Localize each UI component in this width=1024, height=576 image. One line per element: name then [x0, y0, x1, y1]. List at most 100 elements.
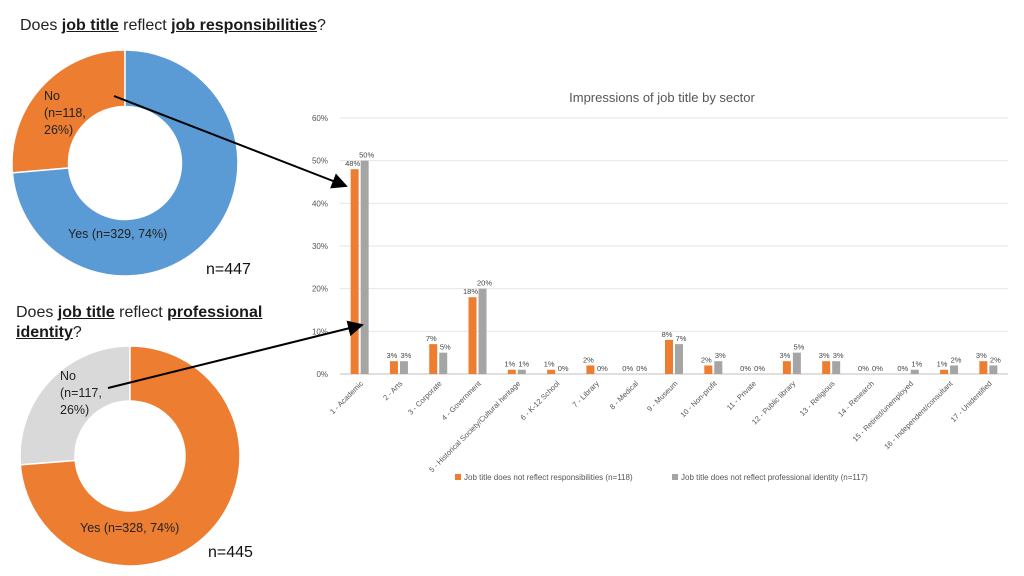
bar-series-2 — [399, 361, 408, 374]
bar-series-2 — [950, 365, 959, 374]
question-2-term-professional-identity: professional identity — [16, 304, 263, 341]
bar-series-2 — [517, 369, 526, 374]
question-1-term-responsibilities: job responsibilities — [171, 17, 317, 34]
donut-2-no-line-2: (n=117, — [60, 386, 102, 400]
data-label: 50% — [359, 151, 374, 160]
data-label: 0% — [740, 364, 751, 373]
legend-swatch-1 — [455, 474, 461, 480]
data-label: 0% — [558, 364, 569, 373]
donut-1-yes-label: Yes (n=329, 74%) — [68, 227, 168, 241]
bar-series-2 — [478, 288, 487, 374]
data-label: 1% — [544, 360, 555, 369]
data-label: 2% — [701, 355, 712, 364]
data-label: 7% — [426, 334, 437, 343]
data-label: 2% — [951, 355, 962, 364]
donut-2-no-line-3: 26%) — [60, 403, 90, 417]
bar-series-2 — [714, 361, 723, 374]
y-tick-label: 0% — [316, 370, 328, 379]
question-2-term-job-title: job title — [57, 304, 115, 321]
bar-series-1 — [782, 361, 791, 374]
legend-label-2: Job title does not reflect professional … — [681, 473, 868, 482]
category-label: 1 - Academic — [328, 379, 365, 416]
data-label: 5% — [793, 343, 804, 352]
bar-series-1 — [822, 361, 831, 374]
bar-chart-impressions-by-sector: Impressions of job title by sector 0% 10% 2… — [312, 90, 1008, 482]
donut-1-no-line-1: No — [44, 89, 60, 103]
bar-series-2 — [910, 369, 919, 374]
question-2-suffix: ? — [72, 324, 82, 341]
bar-series-1 — [979, 361, 988, 374]
category-label: 14 - Research — [836, 379, 876, 419]
data-label: 0% — [636, 364, 647, 373]
bar-series-2 — [360, 160, 369, 374]
category-label: 2 - Arts — [381, 379, 404, 402]
category-label: 11 - Private — [725, 379, 758, 412]
data-label: 0% — [622, 364, 633, 373]
bar-series-2 — [989, 365, 998, 374]
legend-swatch-2 — [672, 474, 678, 480]
data-label: 1% — [518, 360, 529, 369]
data-label: 3% — [401, 351, 412, 360]
data-label: 0% — [897, 364, 908, 373]
y-tick-label: 60% — [312, 114, 328, 123]
donut-2-n-label: n=445 — [208, 544, 253, 561]
data-label: 2% — [583, 355, 594, 364]
bar-series-1 — [704, 365, 713, 374]
question-2-middle: reflect — [114, 304, 168, 321]
donut-1-no-line-2: (n=118, — [44, 106, 86, 120]
category-label: 10 - Non-profit — [678, 378, 719, 419]
data-label: 3% — [715, 351, 726, 360]
category-label: 3 - Corporate — [406, 379, 444, 417]
category-label: 6 - K-12 School — [519, 379, 562, 422]
question-1-title: Does job title reflect job responsibilit… — [20, 16, 326, 36]
bar-series-1 — [429, 344, 438, 374]
data-label: 1% — [937, 360, 948, 369]
donut-2-slice-yes — [19, 345, 241, 567]
data-label: 1% — [911, 360, 922, 369]
category-label: 9 - Museum — [645, 379, 679, 413]
data-label: 0% — [872, 364, 883, 373]
y-tick-label: 30% — [312, 242, 328, 251]
question-2-title: Does job title reflect professional iden… — [16, 303, 286, 343]
category-label: 16 - Independent/consultant — [882, 378, 955, 451]
bar-series-1 — [547, 369, 556, 374]
bar-series-2 — [439, 352, 448, 374]
data-label: 0% — [858, 364, 869, 373]
bar-chart-title: Impressions of job title by sector — [569, 90, 755, 105]
y-tick-label: 20% — [312, 285, 328, 294]
bar-series-1 — [665, 339, 673, 374]
question-1-middle: reflect — [118, 17, 172, 34]
data-label: 3% — [387, 351, 398, 360]
data-label: 48% — [345, 159, 360, 168]
donut-chart-responsibilities — [11, 49, 239, 277]
data-label: 1% — [504, 360, 515, 369]
data-label: 20% — [477, 279, 492, 288]
data-label: 18% — [463, 287, 478, 296]
bar-series-1 — [468, 297, 477, 374]
question-1-suffix: ? — [316, 17, 326, 34]
donut-1-slice-no — [11, 49, 126, 174]
data-label: 3% — [833, 351, 844, 360]
category-label: 4 - Government — [440, 378, 484, 422]
bar-series-1 — [940, 369, 949, 374]
bar-series-1 — [507, 369, 516, 374]
bar-series-1 — [350, 169, 359, 374]
donut-1-no-line-3: 26%) — [44, 123, 74, 137]
bar-series-2 — [675, 344, 683, 374]
data-label: 2% — [990, 355, 1001, 364]
data-label: 0% — [597, 364, 608, 373]
data-label: 8% — [662, 330, 673, 339]
data-label: 7% — [676, 334, 687, 343]
data-label: 3% — [779, 351, 790, 360]
category-label: 13 - Religious — [798, 379, 837, 418]
bar-series-1 — [586, 365, 595, 374]
donut-1-n-label: n=447 — [206, 261, 251, 278]
y-tick-label: 40% — [312, 199, 328, 208]
data-label: 5% — [440, 343, 451, 352]
category-label: 17 - Unidentified — [949, 379, 994, 424]
donut-1-no-label: No (n=118, 26%) — [44, 88, 86, 139]
legend-label-1: Job title does not reflect responsibilit… — [464, 473, 633, 482]
y-tick-label: 10% — [312, 327, 328, 336]
bar-series-2 — [832, 361, 841, 374]
data-label: 0% — [754, 364, 765, 373]
